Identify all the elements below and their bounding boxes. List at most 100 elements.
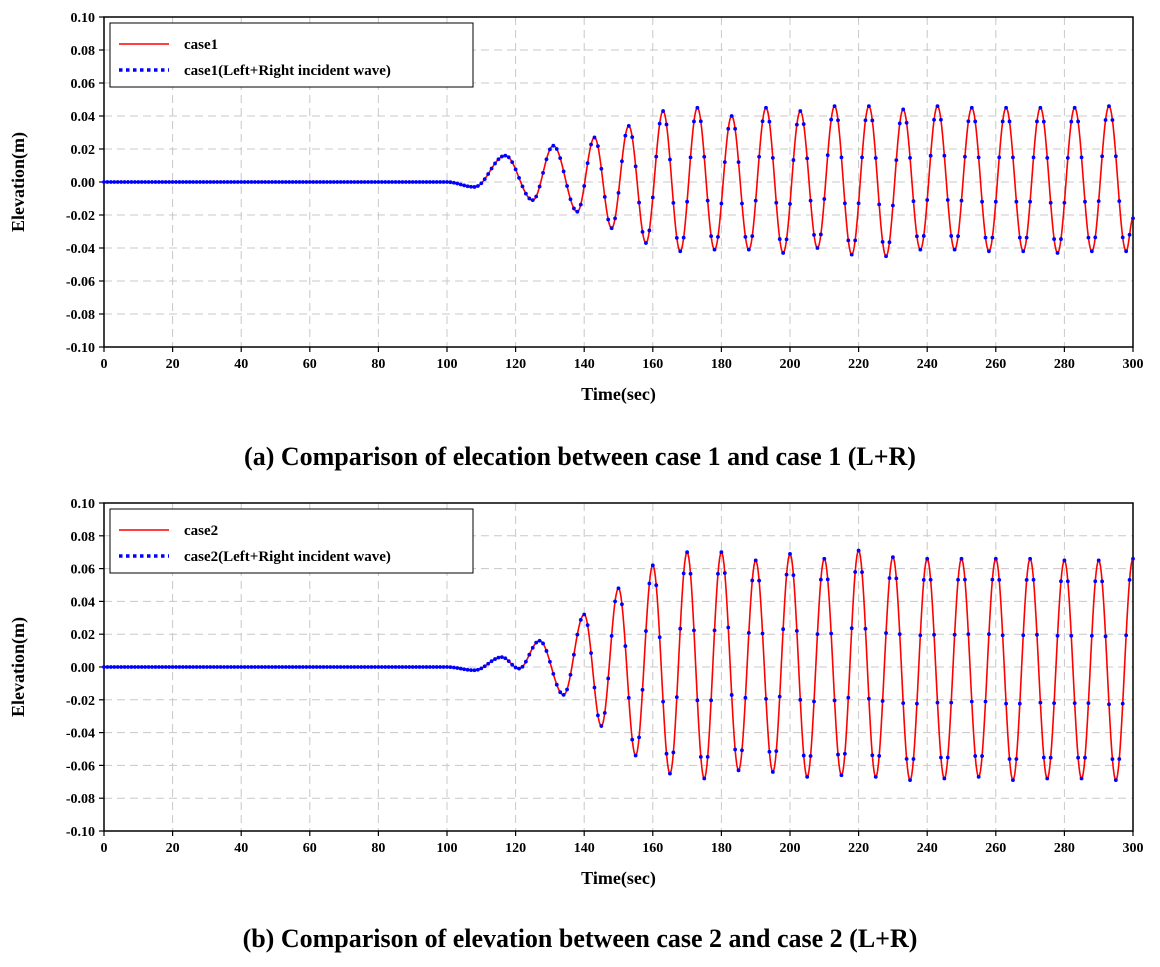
legend-box [109, 508, 474, 574]
series-dotted-point [554, 682, 559, 687]
x-tick-label: 300 [1123, 357, 1144, 372]
series-dotted-point [620, 602, 624, 607]
series-dotted-point [558, 690, 563, 695]
series-dotted-point [184, 665, 189, 669]
series-dotted-point [482, 177, 487, 182]
series-dotted-point [1127, 232, 1132, 237]
series-dotted-point [383, 665, 388, 669]
series-dotted-point [657, 635, 662, 640]
series-dotted-point [585, 623, 590, 628]
series-dotted-point [661, 699, 665, 704]
series-dotted-point [448, 665, 453, 670]
series-dotted-point [599, 166, 604, 171]
series-dotted-point [942, 153, 947, 158]
series-dotted-point [355, 180, 360, 184]
x-tick-label: 200 [780, 357, 801, 372]
series-dotted-point [753, 558, 758, 563]
series-dotted-point [620, 159, 624, 164]
series-dotted-point [709, 698, 714, 703]
series-dotted-point [475, 667, 480, 672]
series-dotted-point [808, 198, 813, 203]
series-dotted-group [102, 104, 1135, 259]
series-dotted-point [568, 672, 573, 677]
series-dotted-point [407, 180, 412, 184]
series-dotted-point [479, 666, 484, 671]
series-dotted-point [421, 180, 425, 184]
series-dotted-point [794, 122, 799, 127]
series-dotted-point [431, 665, 436, 669]
series-dotted-point [1127, 578, 1132, 582]
x-tick-label: 240 [917, 841, 938, 856]
series-dotted-point [520, 184, 525, 189]
series-dotted-point [1100, 579, 1105, 584]
series-dotted-point [1062, 200, 1067, 205]
series-dotted-point [781, 627, 786, 632]
series-dotted-point [119, 665, 124, 669]
x-tick-label: 80 [371, 841, 385, 856]
series-dotted-point [325, 180, 329, 184]
y-tick-label: -0.02 [66, 694, 95, 709]
series-dotted-point [180, 180, 185, 184]
y-tick-label: 0.06 [71, 77, 96, 92]
series-dotted-point [112, 665, 117, 669]
series-dotted-point [664, 751, 669, 756]
series-dotted-point [517, 666, 521, 671]
series-dotted-point [818, 232, 823, 237]
series-dotted-point [582, 184, 587, 188]
series-dotted-point [287, 665, 292, 669]
series-dotted-point [177, 665, 182, 669]
series-dotted-point [1117, 199, 1122, 204]
series-dotted-point [915, 701, 919, 706]
series-dotted-point [270, 665, 274, 669]
series-dotted-point [884, 631, 888, 635]
series-dotted-point [1031, 155, 1036, 160]
series-dotted-point [637, 200, 641, 205]
series-dotted-point [469, 668, 473, 673]
series-dotted-point [187, 180, 192, 184]
series-dotted-point [572, 652, 576, 657]
series-dotted-point [198, 180, 202, 184]
series-dotted-point [1113, 778, 1118, 783]
series-dotted-point [904, 756, 909, 761]
series-dotted-point [534, 194, 539, 199]
series-dotted-point [1048, 755, 1053, 760]
series-dotted-point [530, 645, 535, 650]
y-tick-label: 0.08 [71, 530, 96, 545]
series-dotted-point [263, 180, 268, 184]
series-dotted-point [153, 665, 158, 669]
series-dotted-point [1089, 633, 1094, 638]
y-tick-label: -0.10 [66, 341, 95, 356]
series-dotted-point [952, 632, 957, 637]
series-dotted-point [229, 180, 233, 184]
x-tick-label: 60 [303, 841, 317, 856]
series-dotted-point [880, 699, 885, 703]
series-dotted-point [523, 659, 528, 664]
series-dotted-point [1007, 119, 1012, 124]
series-dotted-point [750, 578, 755, 583]
series-dotted-point [486, 172, 491, 176]
series-dotted-point [115, 665, 120, 669]
series-dotted-point [832, 104, 837, 108]
series-dotted-point [897, 121, 902, 126]
series-dotted-point [458, 666, 463, 671]
series-dotted-point [417, 665, 422, 669]
series-dotted-point [1031, 577, 1036, 582]
series-dotted-point [301, 180, 305, 184]
x-tick-label: 220 [848, 357, 869, 372]
series-dotted-point [736, 768, 741, 773]
x-tick-label: 140 [574, 357, 595, 372]
caption-b: (b) Comparison of elevation between case… [242, 924, 918, 953]
series-dotted-point [825, 153, 830, 158]
series-dotted-point [259, 180, 264, 184]
series-dotted-point [503, 153, 508, 158]
x-tick-label: 280 [1054, 357, 1075, 372]
series-dotted-point [1048, 200, 1053, 205]
series-dotted-point [578, 202, 583, 207]
series-dotted-point [812, 233, 816, 237]
series-dotted-point [901, 701, 906, 705]
y-tick-label: 0.08 [71, 44, 96, 59]
x-tick-label: 180 [711, 357, 732, 372]
series-dotted-point [136, 180, 141, 184]
series-dotted-point [983, 235, 988, 240]
series-dotted-point [812, 699, 816, 704]
